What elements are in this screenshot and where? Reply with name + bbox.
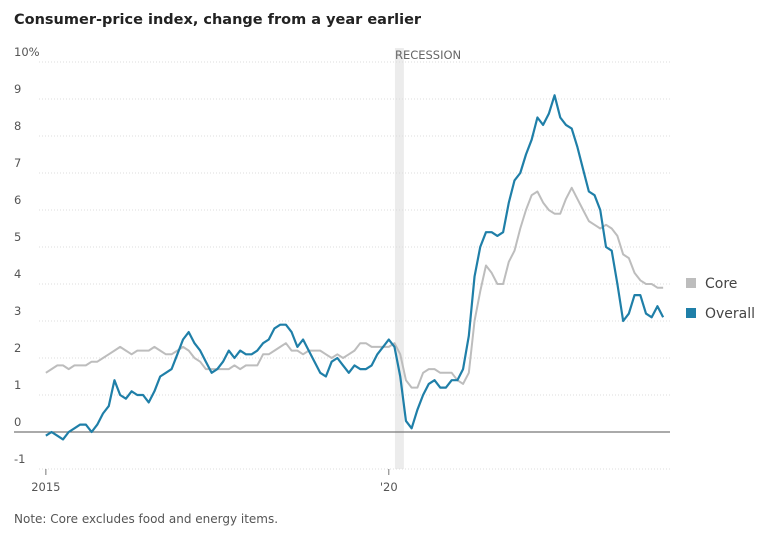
- y-tick-label: 9: [14, 82, 21, 96]
- series-line: [45, 186, 664, 389]
- chart-title: Consumer-price index, change from a year…: [14, 12, 422, 28]
- y-tick-label: 8: [14, 119, 21, 133]
- legend-swatch: [686, 278, 696, 288]
- legend-label: Overall: [705, 306, 755, 322]
- x-tick-label: '20: [380, 480, 398, 494]
- y-tick-label: 10%: [14, 45, 40, 59]
- y-tick-label: 4: [14, 267, 21, 281]
- y-tick-label: 6: [14, 193, 21, 207]
- legend-swatch: [686, 308, 696, 318]
- y-tick-label: 3: [14, 304, 21, 318]
- y-tick-label: 7: [14, 156, 21, 170]
- x-tick-label: 2015: [31, 480, 60, 494]
- y-tick-label: -1: [14, 452, 25, 466]
- series-line: [45, 94, 665, 441]
- y-tick-label: 2: [14, 341, 21, 355]
- y-tick-label: 0: [14, 415, 21, 429]
- y-tick-label: 5: [14, 230, 21, 244]
- recession-band: [394, 48, 404, 469]
- note: Note: Core excludes food and energy item…: [14, 512, 278, 526]
- legend-label: Core: [705, 276, 737, 292]
- y-tick-label: 1: [14, 378, 21, 392]
- recession-label: RECESSION: [395, 48, 461, 62]
